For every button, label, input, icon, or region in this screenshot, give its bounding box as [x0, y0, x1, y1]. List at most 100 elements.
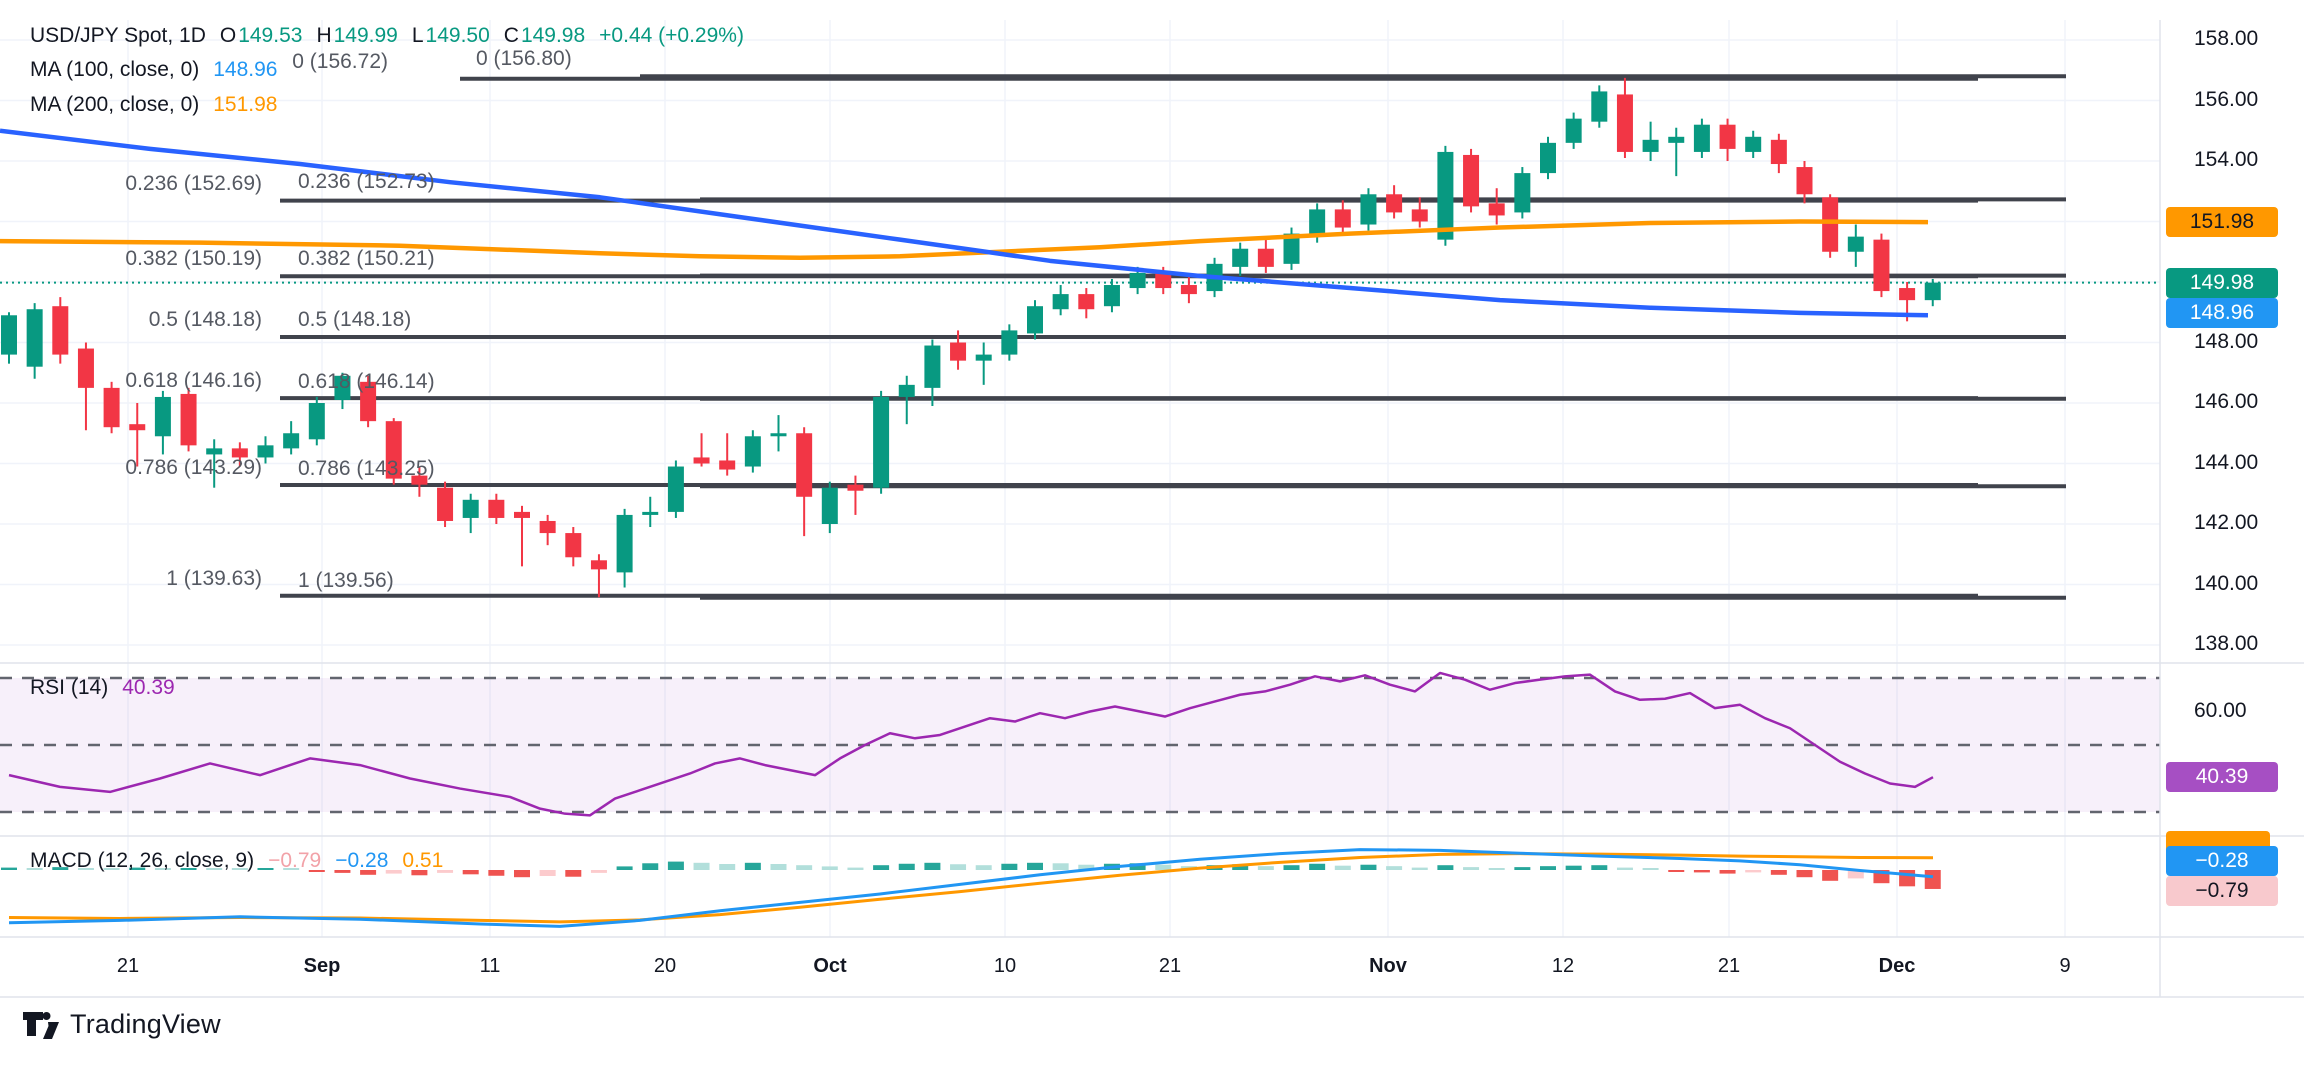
rsi-value: 40.39: [122, 676, 175, 699]
macd-histogram-bar: [26, 868, 43, 870]
time-axis-label: 21: [1158, 955, 1182, 977]
rsi-axis-label: 60.00: [2194, 698, 2247, 722]
candle-body: [796, 433, 813, 497]
macd-hist-value: −0.79: [268, 849, 322, 872]
macd-histogram-bar: [1232, 864, 1249, 870]
macd-histogram-bar: [1437, 865, 1454, 870]
macd-legend-row[interactable]: MACD (12, 26, close, 9) −0.79 −0.28 0.51: [30, 849, 443, 873]
ma100-legend-row[interactable]: MA (100, close, 0) 148.96: [30, 58, 277, 82]
time-axis-label: Nov: [1369, 955, 1407, 977]
candle-body: [1565, 118, 1582, 143]
macd-histogram-bar: [1668, 870, 1685, 872]
candle-body: [411, 475, 428, 485]
fib-level-label: 0 (156.80): [476, 47, 572, 71]
time-axis-label: Oct: [813, 955, 847, 977]
open-value: O 149.53: [219, 24, 303, 47]
candle-body: [1873, 239, 1890, 292]
candle-body: [1309, 209, 1326, 237]
macd-axis-badge: −0.79: [2166, 876, 2278, 906]
macd-histogram-bar: [283, 868, 300, 870]
macd-histogram-bar: [1514, 867, 1531, 870]
macd-histogram-bar: [1001, 863, 1018, 870]
macd-histogram-bar: [103, 868, 120, 870]
macd-histogram-bar: [1822, 870, 1839, 881]
candle-body: [1078, 294, 1095, 310]
price-axis-badge: 149.98: [2166, 267, 2278, 298]
macd-histogram-bar: [873, 865, 890, 870]
symbol-legend-row[interactable]: USD/JPY Spot, 1D O 149.53 H 149.99 L 149.50…: [30, 24, 744, 48]
candle-body: [308, 403, 325, 440]
time-axis-label: 12: [1551, 955, 1575, 977]
candle-body: [283, 433, 300, 449]
candle-body: [334, 375, 351, 400]
macd-histogram-bar: [719, 864, 736, 870]
macd-histogram-bar: [590, 870, 607, 873]
candle-body: [77, 348, 94, 388]
macd-histogram-bar: [308, 870, 325, 872]
rsi-legend-row[interactable]: RSI (14) 40.39: [30, 676, 175, 700]
candle-body: [1668, 136, 1685, 143]
candle-body: [231, 448, 248, 458]
tradingview-logo[interactable]: TradingView: [22, 1008, 221, 1040]
candle-body: [1899, 288, 1916, 301]
macd-histogram-bar: [1334, 865, 1351, 870]
macd-histogram-bar: [565, 870, 582, 877]
candle-body: [719, 460, 736, 470]
candle-body: [1052, 294, 1069, 310]
macd-histogram-bar: [1463, 867, 1480, 870]
candle-body: [1770, 139, 1787, 165]
fib-level-label: 0 (156.72): [292, 49, 388, 73]
ma100-label: MA (100, close, 0): [30, 58, 200, 81]
candle-body: [1257, 248, 1274, 267]
high-value: H 149.99: [316, 24, 398, 47]
macd-histogram-bar: [616, 866, 633, 870]
macd-histogram-bar: [1796, 870, 1813, 878]
time-axis-label: Dec: [1878, 955, 1916, 977]
macd-histogram-bar: [975, 865, 992, 870]
macd-histogram-bar: [1078, 864, 1095, 870]
close-value: C 149.98: [503, 24, 586, 47]
price-axis-label: 156.00: [2194, 87, 2259, 111]
candle-body: [385, 421, 402, 479]
price-axis-label: 142.00: [2194, 511, 2259, 534]
price-axis-label: 138.00: [2194, 632, 2259, 655]
ma200-label: MA (200, close, 0): [30, 93, 200, 116]
candle-body: [950, 342, 967, 361]
macd-histogram-bar: [1027, 862, 1043, 870]
candle-body: [1745, 136, 1762, 152]
ma100-line: [0, 128, 1929, 318]
ma200-legend-row[interactable]: MA (200, close, 0) 151.98: [30, 93, 277, 117]
candle-body: [462, 499, 479, 518]
macd-histogram-bar: [1847, 870, 1864, 879]
ma100-value: 148.96: [213, 58, 278, 81]
price-axis-label: 144.00: [2194, 450, 2259, 474]
macd-histogram-bar: [180, 868, 197, 870]
time-axis-label: 10: [993, 955, 1017, 977]
candle-body: [514, 511, 530, 518]
macd-histogram-bar: [488, 870, 505, 876]
time-axis-label: 9: [2059, 955, 2071, 977]
candle-body: [873, 396, 890, 488]
candle-body: [1411, 209, 1428, 222]
macd-histogram-bar: [1745, 870, 1762, 873]
candle-body: [1334, 209, 1351, 228]
candle-body: [129, 424, 146, 431]
macd-histogram-bar: [1719, 870, 1736, 874]
tradingview-logo-text: TradingView: [70, 1008, 221, 1039]
macd-histogram-bar: [1899, 870, 1916, 887]
macd-histogram-bar: [1, 867, 17, 870]
macd-histogram-bar: [744, 862, 761, 870]
candle-body: [1924, 282, 1941, 301]
candle-body: [437, 487, 454, 521]
price-axis-label: 154.00: [2194, 148, 2259, 171]
macd-histogram-bar: [1770, 870, 1787, 875]
macd-histogram-bar: [1386, 866, 1403, 870]
fib-level-label: 0.236 (152.73): [298, 170, 435, 194]
ma200-line: [0, 219, 1929, 261]
macd-histogram-bar: [334, 870, 351, 873]
price-axis-badge: 151.98: [2166, 207, 2278, 238]
fib-level-label: 0.236 (152.69): [125, 171, 262, 195]
macd-histogram-bar: [52, 867, 69, 870]
